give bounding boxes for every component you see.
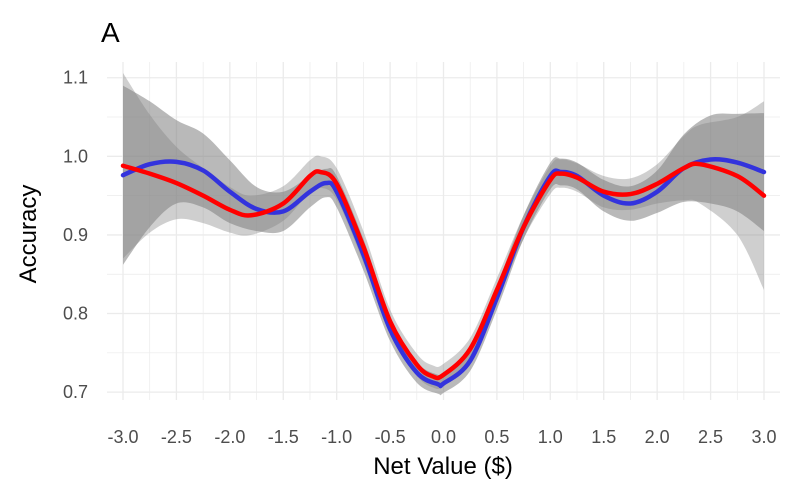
confidence-ribbons: [123, 73, 764, 396]
y-axis-title: Accuracy: [15, 185, 42, 284]
tick-labels: -3.0 -2.5 -2.0 -1.5 -1.0 -0.5 0.0 0.5 1.0 1.5 2.0 2…: [63, 68, 777, 447]
x-tick-label: 2.5: [698, 427, 723, 447]
x-tick-label: -2.5: [161, 427, 192, 447]
y-tick-label: 0.9: [63, 225, 88, 245]
y-tick-label: 1.0: [63, 146, 88, 166]
x-tick-label: -1.0: [321, 427, 352, 447]
y-tick-label: 1.1: [63, 68, 88, 88]
x-tick-label: -0.5: [375, 427, 406, 447]
grid-layer: [107, 62, 780, 400]
series-line-2: [120, 161, 767, 381]
y-tick-label: 0.7: [63, 382, 88, 402]
x-axis-title: Net Value ($): [373, 453, 513, 480]
confidence-ribbon-2: [123, 73, 764, 389]
x-tick-label: 1.0: [538, 427, 563, 447]
x-tick-label: -1.5: [268, 427, 299, 447]
x-tick-label: 0.5: [484, 427, 509, 447]
x-tick-label: -2.0: [214, 427, 245, 447]
series-lines: [120, 157, 767, 389]
x-tick-label: 1.5: [591, 427, 616, 447]
x-tick-label: 2.0: [645, 427, 670, 447]
x-tick-label: -3.0: [108, 427, 139, 447]
series-line-1: [120, 157, 767, 389]
y-tick-label: 0.8: [63, 304, 88, 324]
panel-label: A: [101, 17, 120, 48]
x-tick-label: 0.0: [431, 427, 456, 447]
x-tick-label: 3.0: [751, 427, 776, 447]
